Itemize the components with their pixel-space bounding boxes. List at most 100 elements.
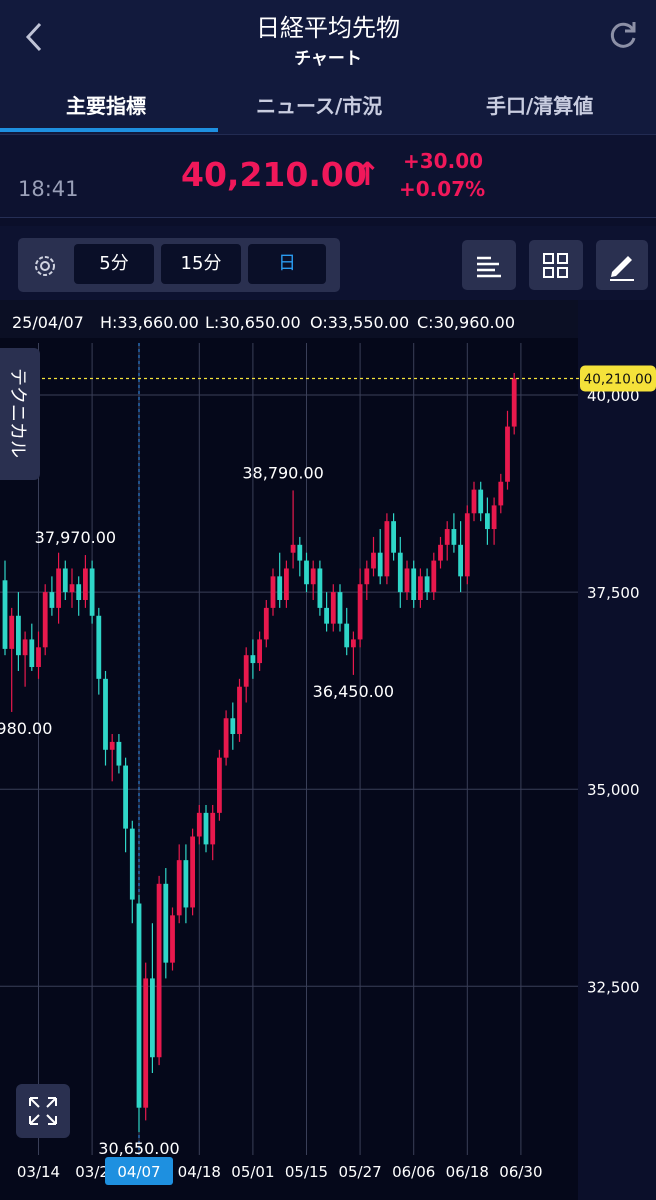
candle-body <box>297 544 303 561</box>
candle-body <box>344 623 350 648</box>
candle-body <box>290 544 296 553</box>
candle-body <box>76 584 82 601</box>
toolbar: 5分 15分 日 <box>0 226 656 300</box>
plot: 32,500 35,000 37,500 40,000 03/14 03/2 04/07 04… <box>0 343 656 1185</box>
change: +30.00 <box>403 149 484 173</box>
candle-body <box>451 529 457 545</box>
expand-icon <box>29 1097 57 1125</box>
candle-body <box>284 568 289 601</box>
candle-body <box>103 678 108 750</box>
last-price-box <box>580 365 656 392</box>
candle-body <box>444 529 450 545</box>
candle-body <box>330 592 336 624</box>
candle-body <box>464 513 470 577</box>
candle-body <box>438 544 443 561</box>
candle-body <box>310 568 316 585</box>
candle-body <box>230 718 236 735</box>
info-low: L:30,650.00 <box>205 313 301 332</box>
candle-body <box>263 607 269 640</box>
plot-background <box>0 300 578 1200</box>
side-tab-label: テクニカル <box>7 368 28 458</box>
candle-body <box>237 686 242 735</box>
candle-body <box>371 552 376 569</box>
tab[interactable]: ニュース/市況 <box>256 94 383 118</box>
interval-button[interactable]: 日 <box>248 244 326 284</box>
axis-background <box>578 300 656 1200</box>
candle-body <box>277 576 283 601</box>
candle-body <box>478 489 484 514</box>
candle-body <box>42 592 48 648</box>
top-bar: 日経平均先物 チャート <box>0 0 656 72</box>
candle-body <box>364 568 370 585</box>
candle-body <box>150 978 155 1058</box>
info-close: C:30,960.00 <box>417 313 515 332</box>
candle-body <box>49 592 55 608</box>
time: 18:41 <box>18 177 79 201</box>
candle-body <box>317 568 323 608</box>
tab[interactable]: 主要指標 <box>66 94 146 118</box>
refresh-button[interactable] <box>606 18 640 52</box>
x-tick-label: 03/14 <box>17 1163 60 1181</box>
annotation: 38,790.00 <box>242 463 323 482</box>
candle-body <box>129 828 135 900</box>
y-tick-label: 32,500 <box>587 978 640 996</box>
x-tick-label: 06/06 <box>392 1163 435 1181</box>
candle-body <box>163 883 169 963</box>
layout-button[interactable] <box>529 240 583 290</box>
chart: 25/04/07 H:33,660.00 L:30,650.00 O:33,55… <box>0 300 656 1200</box>
title: 日経平均先物 <box>256 14 400 42</box>
x-tick-label: 04/07 <box>117 1163 160 1181</box>
interval-button[interactable]: 15分 <box>161 244 241 284</box>
subtitle: チャート <box>294 49 362 69</box>
candle-body <box>257 639 262 664</box>
tab[interactable]: 手口/清算値 <box>486 94 594 118</box>
candle-body <box>96 615 102 679</box>
candle-body <box>123 765 128 829</box>
interval-button[interactable]: 5分 <box>74 244 154 284</box>
candle-body <box>29 639 35 668</box>
x-tick-label: 06/18 <box>446 1163 489 1181</box>
candle-body <box>109 741 115 750</box>
candle-body <box>2 580 8 649</box>
candle-body <box>485 513 490 530</box>
bars-button[interactable] <box>462 240 516 290</box>
candle-body <box>156 883 162 1058</box>
candle-body <box>16 615 21 656</box>
candle-body <box>418 576 423 601</box>
candle-body <box>196 812 202 837</box>
draw-button[interactable] <box>596 240 648 290</box>
annotation: 30,650.00 <box>98 1139 179 1158</box>
candle-body <box>411 568 417 601</box>
candle-body <box>136 903 142 1108</box>
candle-body <box>22 639 28 656</box>
candle-body <box>89 568 95 616</box>
back-button[interactable] <box>20 20 50 54</box>
candle-body <box>210 812 216 845</box>
candle-body <box>391 521 396 553</box>
candle-body <box>511 378 517 427</box>
candle-body <box>384 521 390 577</box>
expand-button[interactable] <box>16 1084 70 1138</box>
annotation: 37,970.00 <box>35 528 116 547</box>
candle-body <box>424 576 430 593</box>
candle-body <box>170 915 175 963</box>
x-tick-label: 05/01 <box>231 1163 274 1181</box>
tab-bar: 主要指標 ニュース/市況 手口/清算値 <box>0 72 656 135</box>
candle-body <box>337 592 343 624</box>
candle-body <box>397 552 403 593</box>
info-open: O:33,550.00 <box>310 313 409 332</box>
x-tick-label: 05/15 <box>285 1163 328 1181</box>
candle-body <box>471 489 477 514</box>
candle-body <box>190 836 195 908</box>
candle-body <box>217 757 222 813</box>
candle-body <box>357 584 363 640</box>
candle-body <box>498 481 504 506</box>
settings-button[interactable] <box>32 253 58 279</box>
side-tab[interactable] <box>0 348 40 480</box>
candle-body <box>304 560 309 585</box>
candle-body <box>203 812 209 845</box>
candle-body <box>431 560 437 593</box>
info-bar <box>0 300 578 338</box>
info-high: H:33,660.00 <box>100 313 199 332</box>
